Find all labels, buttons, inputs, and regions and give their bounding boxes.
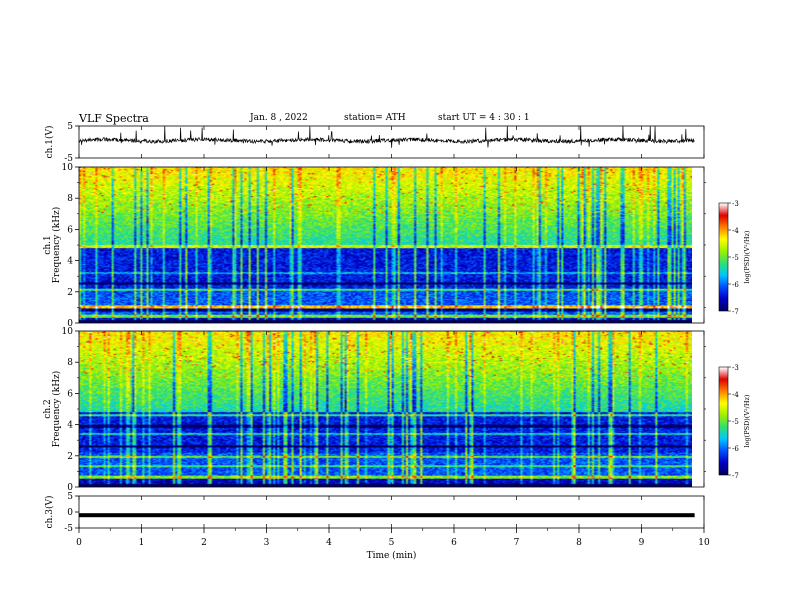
x-axis-tick-label: 2 [201,538,207,548]
ch1-spectrogram-colorbar-tick-label: -6 [732,281,739,289]
ch2-spectrogram-ytick-label: 8 [67,358,73,368]
ch2-spectrogram-ytick-label: 0 [67,483,73,493]
ch1-spectrogram-ytick-label: 8 [67,194,73,204]
x-axis-tick-label: 1 [139,538,145,548]
x-axis-tick-label: 10 [698,538,710,548]
x-axis-tick-label: 6 [451,538,457,548]
ch3-waveform-trace [79,513,695,518]
x-axis-tick-label: 7 [514,538,520,548]
ch1-waveform-ylabel: ch.1(V) [44,126,55,159]
ch2-spectrogram-colorbar-tick-label: -3 [732,364,739,372]
ch3-waveform-ytick-label: -5 [64,524,73,534]
x-axis-tick-label: 0 [76,538,82,548]
ch3-waveform-ylabel: ch.3(V) [44,496,55,529]
x-axis-label: Time (min) [367,550,417,561]
ch2-spectrogram-ylabel-channel: ch.2 [43,399,53,418]
ch1-spectrogram-ylabel: Frequency (kHz) [51,207,62,284]
ch2-spectrogram-ytick-label: 4 [67,421,73,431]
ch1-waveform-trace [78,125,695,148]
ch2-spectrogram-ytick-label: 2 [67,452,73,462]
ch1-spectrogram-colorbar-label: log(PSD)(V²/Hz) [743,230,751,283]
ch2-spectrogram-ytick-label: 6 [67,389,73,399]
ch3-waveform-ytick-label: 0 [67,508,73,518]
ch1-spectrogram-colorbar-tick-label: -4 [732,227,739,235]
ch2-spectrogram-ytick-label: 10 [62,327,74,337]
ch2-spectrogram-colorbar-tick-label: -6 [732,445,739,453]
ch1-spectrogram-colorbar [719,203,728,311]
ch1-spectrogram-ylabel-channel: ch.1 [43,235,53,254]
x-axis-tick-label: 8 [576,538,582,548]
ch1-waveform-ytick-label: -5 [64,154,73,164]
station-label: station= ATH [344,113,406,123]
ch1-spectrogram-ytick-label: 0 [67,319,73,329]
ch2-spectrogram-colorbar [719,367,728,475]
ch2-spectrogram-colorbar-tick-label: -7 [732,472,739,480]
ch2-spectrogram-ylabel: Frequency (kHz) [51,371,62,448]
x-axis-tick-label: 9 [639,538,645,548]
x-axis-tick-label: 4 [326,538,332,548]
start-time-label: start UT = 4 : 30 : 1 [438,113,530,123]
ch2-spectrogram-image [79,331,692,487]
ch1-waveform-ytick-label: 5 [67,122,73,132]
ch1-spectrogram-colorbar-tick-label: -7 [732,308,739,316]
ch2-spectrogram-colorbar-tick-label: -4 [732,391,739,399]
figure-title: VLF Spectra [79,112,149,125]
ch2-spectrogram-colorbar-tick-label: -5 [732,418,739,426]
x-axis-tick-label: 3 [264,538,270,548]
ch1-spectrogram-ytick-label: 2 [67,288,73,298]
ch1-spectrogram-ytick-label: 10 [62,163,74,173]
ch2-spectrogram-colorbar-label: log(PSD)(V²/Hz) [743,394,751,447]
ch1-spectrogram-ytick-label: 6 [67,225,73,235]
ch1-spectrogram-colorbar-tick-label: -3 [732,200,739,208]
date-label: Jan. 8 , 2022 [250,113,308,123]
ch1-spectrogram-ytick-label: 4 [67,257,73,267]
ch1-spectrogram-colorbar-tick-label: -5 [732,254,739,262]
x-axis-tick-label: 5 [389,538,395,548]
ch3-waveform-ytick-label: 5 [67,492,73,502]
ch1-spectrogram-image [79,167,692,323]
ch3-waveform-frame [78,495,705,529]
